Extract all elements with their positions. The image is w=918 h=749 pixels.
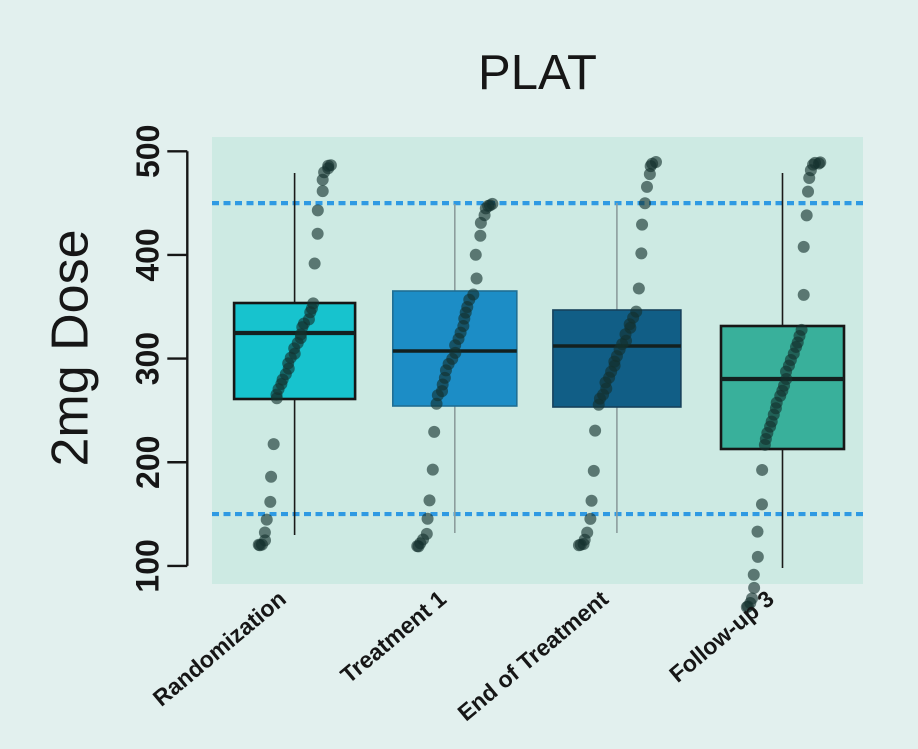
svg-text:End of Treatment: End of Treatment bbox=[452, 585, 613, 726]
svg-text:Follow-up 3: Follow-up 3 bbox=[664, 585, 779, 687]
svg-text:100: 100 bbox=[130, 539, 166, 592]
svg-text:Treatment 1: Treatment 1 bbox=[335, 585, 451, 688]
svg-text:200: 200 bbox=[130, 436, 166, 489]
svg-text:500: 500 bbox=[130, 125, 166, 178]
svg-text:300: 300 bbox=[130, 332, 166, 385]
svg-text:Randomization: Randomization bbox=[148, 585, 291, 711]
svg-text:400: 400 bbox=[130, 228, 166, 281]
